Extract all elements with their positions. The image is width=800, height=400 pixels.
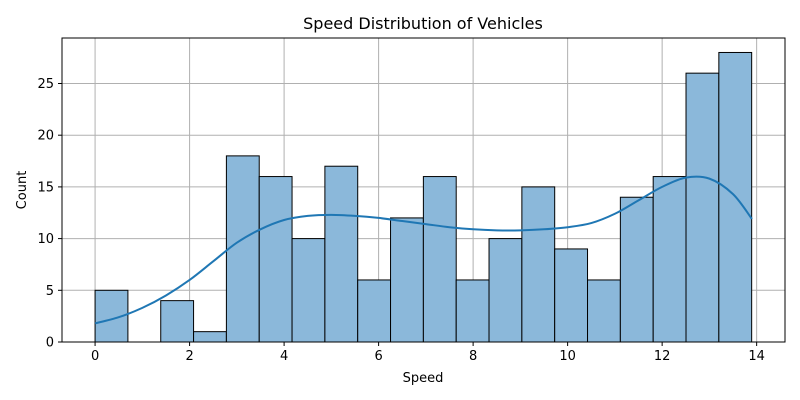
histogram-bar <box>488 238 523 343</box>
histogram-bar <box>455 279 490 343</box>
x-tick-label: 4 <box>280 349 288 364</box>
y-tick-label: 25 <box>37 77 54 92</box>
kde-line <box>94 175 753 325</box>
histogram-bar <box>685 72 720 343</box>
histogram-bar <box>357 279 392 343</box>
x-tick-label: 8 <box>469 349 477 364</box>
y-tick-label: 0 <box>46 336 54 351</box>
x-tick-label: 0 <box>91 349 99 364</box>
histogram-bar <box>258 176 293 343</box>
histogram-bar <box>291 238 326 343</box>
histogram-bar <box>587 279 621 343</box>
x-tick-label: 12 <box>654 349 671 364</box>
x-tick-label: 6 <box>374 349 382 364</box>
histogram-bar <box>521 186 556 343</box>
y-tick-label: 15 <box>37 180 54 195</box>
histogram-bar <box>324 165 359 343</box>
histogram-bar <box>652 176 687 343</box>
histogram-bars <box>94 51 753 343</box>
histogram-bar <box>390 217 424 343</box>
histogram-bar <box>422 176 457 343</box>
histogram-bar <box>619 196 654 343</box>
plot-frame <box>61 37 786 343</box>
histogram-bar <box>193 331 227 343</box>
x-axis-ticks: 0 2 4 6 8 10 12 14 <box>91 342 765 364</box>
x-axis-label: Speed <box>403 371 444 386</box>
y-axis-ticks: 0 5 10 15 20 25 <box>37 77 62 351</box>
y-tick-label: 10 <box>37 232 54 247</box>
y-axis-label: Count <box>15 171 30 210</box>
y-tick-label: 20 <box>37 129 54 144</box>
x-tick-label: 2 <box>185 349 193 364</box>
chart-title: Speed Distribution of Vehicles <box>303 14 543 33</box>
y-tick-label: 5 <box>46 284 54 299</box>
histogram-bar <box>554 248 589 343</box>
histogram-bar <box>225 155 260 343</box>
x-tick-label: 14 <box>748 349 765 364</box>
x-tick-label: 10 <box>559 349 576 364</box>
histogram-bar <box>160 300 195 343</box>
